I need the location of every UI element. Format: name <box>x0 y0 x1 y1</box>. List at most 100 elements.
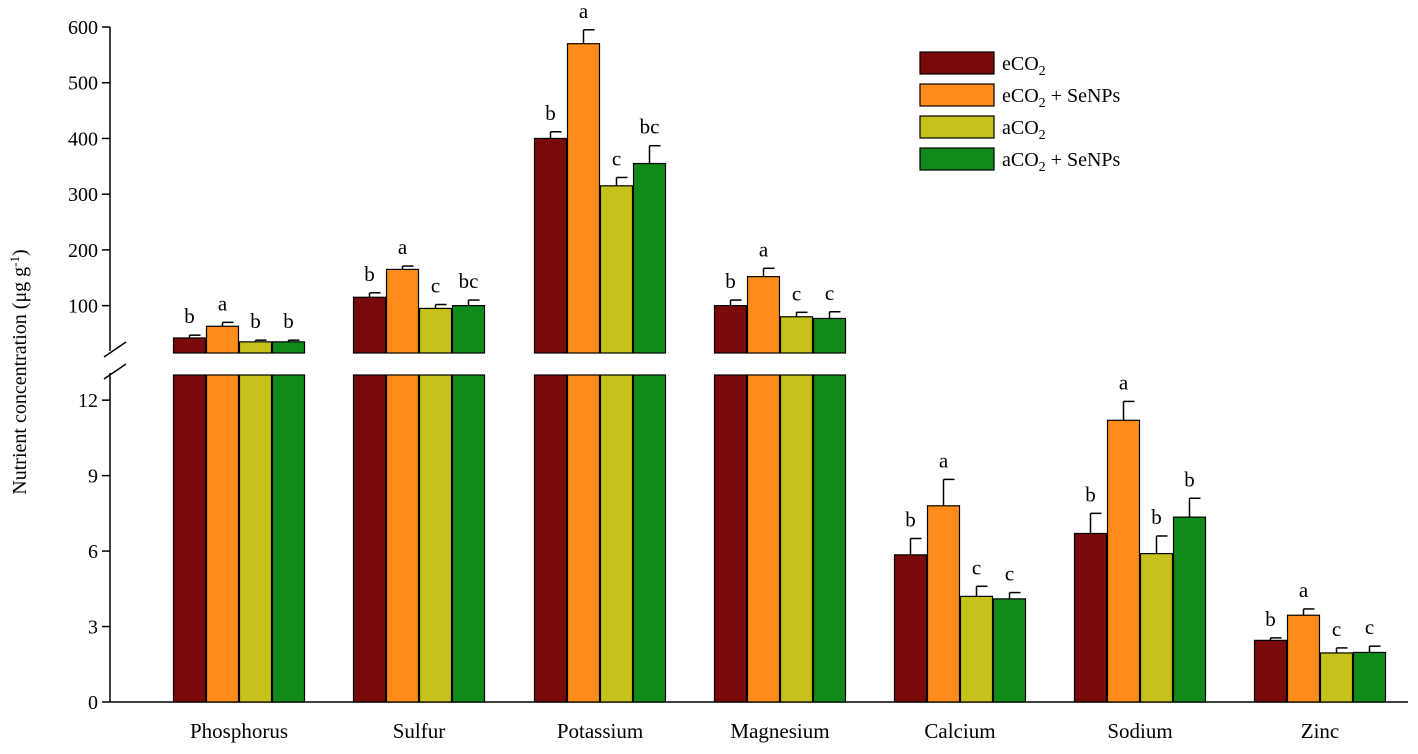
bar <box>893 554 928 703</box>
legend-label: eCO2 + SeNPs <box>1002 85 1121 111</box>
significance-letter: b <box>1184 467 1195 491</box>
bar-lower-segment <box>205 374 240 703</box>
legend-swatch <box>919 115 995 139</box>
y-tick-label: 400 <box>68 128 98 150</box>
bar-lower-segment <box>746 374 781 703</box>
bar-lower-segment <box>632 374 667 703</box>
significance-letter: b <box>364 262 375 286</box>
bar <box>172 337 207 354</box>
bar <box>599 185 634 354</box>
significance-letter: a <box>218 291 228 315</box>
bar <box>352 296 387 354</box>
y-tick-label: 12 <box>78 390 98 412</box>
bar <box>1073 532 1108 703</box>
bar <box>1106 419 1141 703</box>
bar-lower-segment <box>451 374 486 703</box>
bar <box>779 316 814 354</box>
bar <box>926 505 961 703</box>
significance-letter: a <box>939 448 949 472</box>
significance-letter: c <box>972 555 981 579</box>
significance-letter: b <box>905 508 916 532</box>
bar <box>713 305 748 354</box>
significance-letter: a <box>579 0 589 23</box>
bar <box>1319 652 1354 703</box>
y-tick-label: 100 <box>68 296 98 318</box>
x-tick-label: Zinc <box>1301 719 1339 743</box>
legend-swatch <box>919 147 995 171</box>
legend: eCO2 eCO2 + SeNPs aCO2 aCO2 + SeNPs <box>919 51 1121 175</box>
significance-letter: bc <box>459 269 479 293</box>
significance-letter: a <box>1119 370 1129 394</box>
bar-lower-segment <box>713 374 748 703</box>
significance-letter: b <box>725 269 736 293</box>
legend-label: aCO2 <box>1002 117 1046 143</box>
y-tick-label: 9 <box>88 466 98 488</box>
significance-letter: c <box>792 281 801 305</box>
legend-label: aCO2 + SeNPs <box>1002 149 1121 175</box>
bar-lower-segment <box>599 374 634 703</box>
legend-label: eCO2 <box>1002 53 1046 79</box>
y-tick-label: 0 <box>88 692 98 714</box>
bar-lower-segment <box>566 374 601 703</box>
bar <box>1286 614 1321 703</box>
y-tick-label: 6 <box>88 541 98 563</box>
bar-lower-segment <box>418 374 453 703</box>
bar <box>1253 639 1288 703</box>
bar-lower-segment <box>812 374 847 703</box>
significance-letter: c <box>1005 562 1014 586</box>
significance-letter: b <box>1265 607 1276 631</box>
x-tick-label: Sodium <box>1107 719 1172 743</box>
bar <box>632 162 667 354</box>
bar <box>418 307 453 354</box>
significance-letter: a <box>398 235 408 259</box>
bar-lower-segment <box>352 374 387 703</box>
x-tick-label: Magnesium <box>730 719 829 743</box>
axis-break-mark <box>103 341 127 358</box>
bar <box>205 325 240 354</box>
bar-lower-segment <box>271 374 306 703</box>
significance-letter: bc <box>640 115 660 139</box>
y-tick-label: 500 <box>68 73 98 95</box>
significance-letter: b <box>283 309 294 333</box>
bar <box>812 317 847 354</box>
significance-letter: b <box>1151 505 1162 529</box>
significance-letter: c <box>1365 615 1374 639</box>
bar-lower-segment <box>779 374 814 703</box>
significance-letter: b <box>184 304 195 328</box>
bar <box>271 341 306 354</box>
legend-swatch <box>919 51 995 75</box>
significance-letter: a <box>1299 578 1309 602</box>
x-tick-label: Calcium <box>924 719 995 743</box>
significance-letter: c <box>1332 617 1341 641</box>
legend-swatch <box>919 83 995 107</box>
significance-letter: c <box>431 274 440 298</box>
significance-letter: b <box>545 101 556 125</box>
bar <box>451 305 486 354</box>
bars <box>172 29 1387 703</box>
axis-break-mark <box>103 363 127 380</box>
x-tick-label: Potassium <box>557 719 643 743</box>
bar <box>566 43 601 354</box>
bar <box>959 595 994 703</box>
y-tick-label: 3 <box>88 617 98 639</box>
bar <box>533 137 568 354</box>
y-tick-label: 300 <box>68 184 98 206</box>
significance-letter: a <box>759 237 769 261</box>
bar-lower-segment <box>385 374 420 703</box>
bar <box>992 598 1027 703</box>
significance-letter: c <box>612 146 621 170</box>
significance-letter: b <box>250 309 261 333</box>
bar-lower-segment <box>172 374 207 703</box>
bar <box>1172 516 1207 703</box>
bar <box>385 268 420 354</box>
bar-lower-segment <box>533 374 568 703</box>
bar <box>238 341 273 354</box>
significance-letter: b <box>1085 482 1096 506</box>
y-axis-label: Nutrient concentration (μg g-1) <box>7 249 31 494</box>
bar <box>746 276 781 354</box>
bar <box>1139 552 1174 703</box>
x-tick-label: Sulfur <box>393 719 446 743</box>
significance-letter: c <box>825 281 834 305</box>
bar-lower-segment <box>238 374 273 703</box>
y-tick-label: 200 <box>68 240 98 262</box>
